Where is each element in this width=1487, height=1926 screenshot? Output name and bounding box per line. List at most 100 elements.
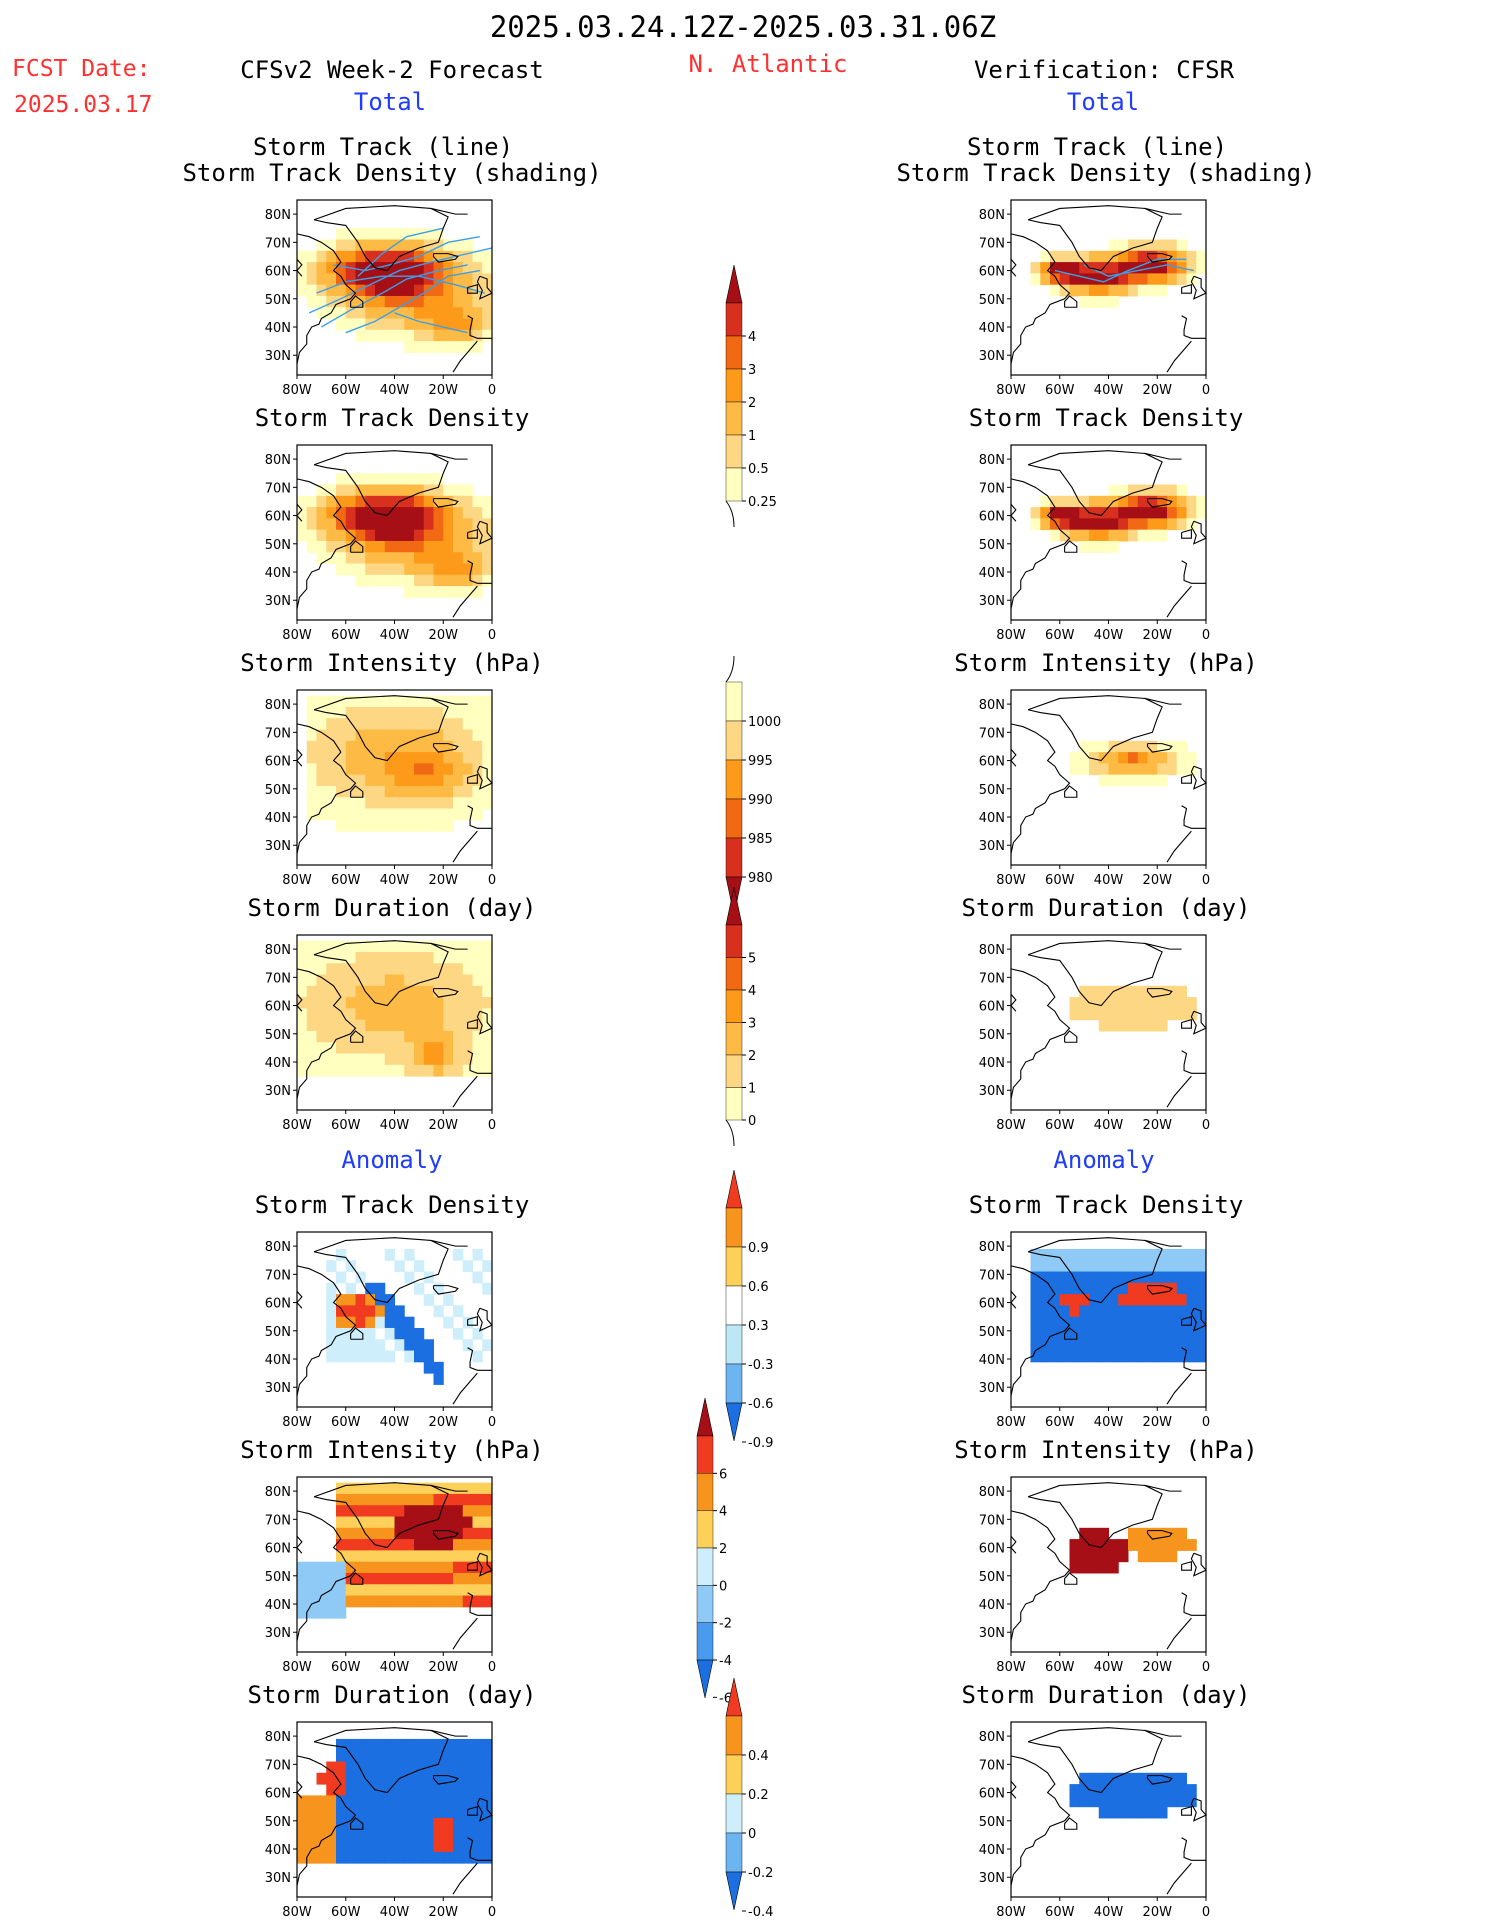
field-cell — [433, 1806, 444, 1819]
field-cell — [1098, 985, 1109, 998]
map-obs-duration: 80N 70N 60N 50N 40N 30N 80W 60W 40W 20W 0 — [951, 925, 1251, 1139]
field-cell — [355, 228, 366, 241]
field-cell — [384, 540, 395, 553]
lon-tick-label: 40W — [380, 383, 410, 398]
field-cell — [345, 529, 356, 542]
field-cell — [375, 774, 386, 787]
field-cell — [482, 1339, 493, 1352]
coastline — [313, 450, 449, 517]
field-cell — [365, 1350, 376, 1363]
field-cell — [1137, 518, 1148, 531]
colorbar-segment — [696, 1435, 714, 1474]
field-cell — [453, 307, 464, 320]
field-cell — [1147, 740, 1158, 753]
field-cell — [433, 250, 444, 263]
field-cell — [1040, 1271, 1051, 1284]
field-cell — [1128, 484, 1139, 497]
field-cell — [1030, 1316, 1041, 1329]
field-cell — [1059, 507, 1070, 519]
colorbar-segment — [725, 1246, 743, 1287]
field-cell — [472, 495, 483, 508]
field-cell — [1118, 985, 1129, 998]
field-cell — [433, 1505, 444, 1518]
map-obs-intensity: 80N 70N 60N 50N 40N 30N 80W 60W 40W 20W 0 — [951, 680, 1251, 894]
coastline — [467, 1805, 478, 1816]
field-cell — [462, 729, 473, 742]
field-cell — [316, 484, 327, 497]
field-cell — [1186, 495, 1197, 508]
field-cell — [423, 1572, 434, 1585]
field-cell — [453, 273, 464, 286]
field-cell — [1196, 1316, 1207, 1329]
field-cell — [1098, 1550, 1109, 1563]
lon-tick-label: 40W — [380, 1660, 410, 1675]
field-cell — [1147, 1539, 1158, 1551]
field-cell — [1089, 763, 1100, 776]
field-cell — [433, 484, 444, 497]
lon-tick-label: 20W — [429, 628, 459, 643]
field-cell — [306, 752, 317, 764]
field-cell — [414, 1539, 425, 1551]
field-cell — [404, 574, 415, 587]
field-cell — [375, 1772, 386, 1785]
lon-tick-label: 0 — [488, 1415, 496, 1430]
field-cell — [453, 785, 464, 798]
field-cell — [1098, 740, 1109, 753]
field-cell — [1098, 284, 1109, 297]
field-cell — [453, 1053, 464, 1066]
coastline — [1146, 253, 1173, 263]
lat-tick-label: 50N — [265, 1570, 291, 1585]
field-cell — [433, 1008, 444, 1021]
field-cell — [472, 797, 483, 810]
field-cell — [326, 1019, 337, 1032]
field-cell — [384, 785, 395, 798]
field-cell — [375, 1527, 386, 1540]
field-cell — [1040, 1350, 1051, 1363]
coastline — [1027, 1237, 1163, 1304]
field-cell — [1098, 540, 1109, 553]
field-cell — [336, 1817, 347, 1830]
field-cell — [414, 1030, 425, 1043]
field-cell — [404, 729, 415, 742]
field-cell — [1108, 273, 1119, 286]
field-cell — [423, 1030, 434, 1043]
field-cell — [1157, 1327, 1168, 1340]
field-cell — [433, 1584, 444, 1597]
coastline — [296, 258, 303, 277]
field-cell — [1157, 518, 1168, 531]
field-cell — [472, 1271, 483, 1284]
field-cell — [1186, 1008, 1197, 1021]
field-cell — [404, 1350, 415, 1363]
field-cell — [414, 495, 425, 508]
field-cell — [1089, 1561, 1100, 1574]
coastline — [1010, 1755, 1071, 1886]
field-cell — [326, 284, 337, 297]
field-cell — [1098, 1561, 1109, 1574]
coastline — [452, 1075, 478, 1108]
field-cell — [1030, 518, 1041, 531]
field-cell — [482, 1750, 493, 1763]
field-cell — [1030, 1282, 1041, 1295]
colorbar-label: 980 — [748, 871, 773, 886]
coastline — [432, 988, 459, 998]
field-cell — [433, 518, 444, 531]
field-cell — [375, 1840, 386, 1853]
field-cell — [384, 1527, 395, 1540]
coastline — [1010, 968, 1071, 1099]
field-cell — [1147, 1527, 1158, 1540]
field-cell — [336, 484, 347, 497]
field-cell — [316, 997, 327, 1009]
field-cell — [404, 1572, 415, 1585]
field-cell — [326, 1282, 337, 1295]
field-cell — [365, 940, 376, 953]
field-cell — [443, 1561, 454, 1574]
coastline — [467, 805, 492, 829]
field-cell — [1030, 1271, 1041, 1284]
field-cell — [375, 718, 386, 731]
field-cell — [355, 552, 366, 565]
field-cell — [1089, 1305, 1100, 1318]
field-cell — [453, 1784, 464, 1796]
field-cell — [1098, 1282, 1109, 1295]
field-cell — [336, 1795, 347, 1808]
